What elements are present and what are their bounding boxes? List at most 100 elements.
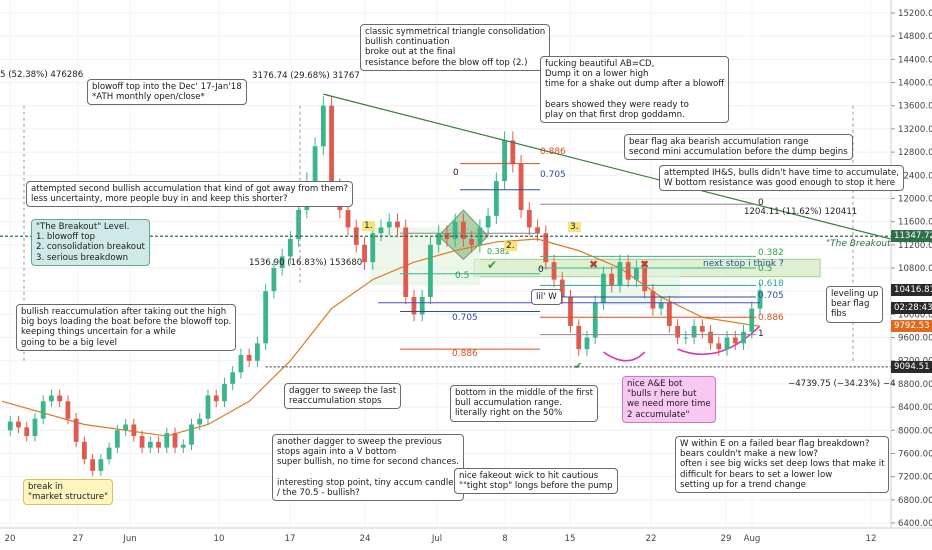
y-tick-label: 11200.00 (898, 241, 932, 251)
note-abcd: fucking beautiful AB=CD, Dump it on a lo… (540, 56, 730, 124)
wave-label-2: 2. (504, 241, 517, 251)
y-tick-label: 12000.00 (898, 194, 932, 204)
note-breakout-level: "The Breakout" Level. 1. blowoff top 2. … (31, 219, 150, 266)
y-axis-bg (891, 0, 932, 550)
candle-body (477, 227, 483, 245)
cross-mark: ✖ (640, 258, 650, 271)
candle-body (642, 268, 648, 292)
candle-body (716, 343, 722, 350)
candle-body (601, 273, 606, 303)
y-tick-label: 8800.00 (898, 380, 932, 390)
candle-body (592, 302, 598, 338)
candle-body (493, 181, 499, 216)
candle-body (708, 331, 713, 344)
candle-body (287, 239, 293, 257)
price-tag: 11347.72 (891, 230, 932, 243)
candle-body (452, 221, 458, 240)
note-second-accum: attempted second bullish accumulation th… (26, 181, 354, 208)
candle-body (49, 395, 54, 402)
candle-body (172, 433, 178, 448)
drawing-lines (0, 93, 892, 368)
candle-body (502, 140, 507, 182)
y-tick-label: 8400.00 (898, 403, 932, 413)
candle-body (329, 105, 334, 187)
fib-label: 0.618 (758, 279, 784, 289)
next-stop-label: next stop i think ? (703, 259, 784, 269)
note-ae-bot: nice A&E bot "bulls r here but we need m… (622, 376, 716, 423)
y-tick-label: 10800.00 (898, 264, 932, 274)
y-tick-label: 12400.00 (898, 171, 932, 181)
candle-body (131, 424, 137, 437)
y-tick-label: 7200.00 (898, 473, 932, 483)
y-tick-label: 9600.00 (898, 334, 932, 344)
candle-body (180, 444, 186, 448)
candle-body (73, 418, 79, 442)
measure-mid-a: 3176.74 (29.68%) 31767 (252, 71, 360, 81)
candle-body (139, 436, 145, 448)
check-mark: ✔ (487, 258, 498, 272)
y-tick-label: 14800.00 (898, 32, 932, 42)
note-blowoff: blowoff top into the Dec' 17-Jan'18 *ATH… (87, 79, 247, 106)
y-tick-label: 6400.00 (898, 519, 932, 529)
breakout-label: "The Breakout" (826, 239, 895, 249)
candle-body (576, 325, 582, 350)
moving-average (1, 238, 761, 437)
note-reaccum: bullish reaccumulation after taking out … (16, 304, 237, 351)
candles (7, 96, 763, 476)
trendline (323, 93, 892, 240)
candle-body (164, 433, 170, 448)
note-ihs: attempted IH&S, bulls didn't have time t… (659, 165, 905, 192)
candle-body (510, 140, 516, 164)
candle-body (395, 221, 400, 228)
candle-body (238, 354, 244, 373)
candle-body (255, 343, 260, 361)
check-mark: ✔ (574, 361, 583, 372)
note-dagger1: dagger to sweep the last reaccumulation … (284, 383, 402, 410)
fib-label: 0.705 (758, 291, 784, 301)
fib-label: 0.705 (540, 170, 566, 180)
candle-body (609, 273, 615, 286)
cross-mark: ✖ (589, 258, 599, 271)
x-tick-label: 17 (285, 534, 296, 544)
candle-body (40, 401, 46, 419)
x-tick-label: 24 (360, 534, 371, 544)
candle-body (543, 233, 549, 263)
price-tag: 10416.81 (891, 284, 932, 297)
candle-body (312, 146, 318, 182)
candle-body (65, 401, 71, 419)
fib-label: 0.5 (455, 271, 470, 281)
x-tick-label: 12 (866, 534, 877, 544)
fib-label: 0.886 (540, 147, 566, 157)
candle-body (683, 337, 689, 339)
note-leveling: leveling up bear flag fibs (826, 286, 884, 323)
fib-label: 0.382 (487, 247, 510, 256)
x-tick-label: Jul (431, 534, 442, 544)
note-triangle: classic symmetrical triangle consolidati… (360, 24, 551, 71)
candle-body (345, 210, 351, 228)
candle-body (24, 427, 30, 437)
candle-body (460, 221, 466, 240)
candle-body (386, 221, 392, 228)
fib-label: 0.382 (758, 248, 784, 258)
fib-label: 0.705 (452, 313, 478, 323)
x-tick-label: 27 (73, 534, 84, 544)
y-axis: 15200.00 14800.00 14400.00 14000.00 13600.00… (890, 0, 932, 550)
y-tick-label: 13600.00 (898, 102, 932, 112)
y-tick-label: 14400.00 (898, 55, 932, 65)
bottom-arc (602, 351, 646, 362)
candle-body (32, 418, 38, 437)
candle-body (666, 302, 672, 326)
candle-body (320, 105, 326, 147)
candle-body (370, 233, 376, 263)
x-axis: 20 27 Jun 10 17 24 Jul 8 15 22 29 Aug 12 (0, 527, 932, 544)
price-tag: 9094.51 (891, 360, 932, 373)
candle-body (634, 268, 639, 280)
note-liw: lil' W (531, 289, 562, 306)
candle-body (428, 244, 433, 297)
candle-body (378, 227, 384, 234)
candle-body (617, 262, 623, 286)
candle-body (90, 459, 96, 471)
note-dagger2: another dagger to sweep the previous sto… (272, 434, 465, 502)
